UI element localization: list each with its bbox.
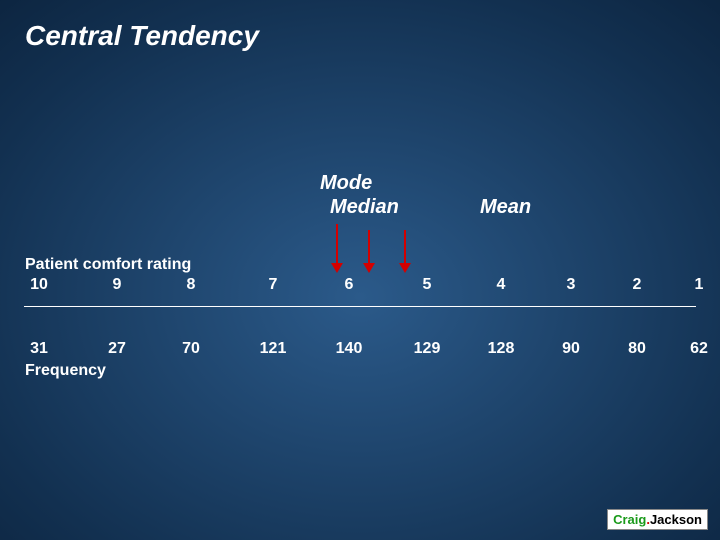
rating-cell: 3 bbox=[546, 276, 596, 294]
freq-cell: 27 bbox=[92, 340, 142, 358]
rating-cell: 6 bbox=[324, 276, 374, 294]
freq-cell: 70 bbox=[166, 340, 216, 358]
freq-cell: 140 bbox=[324, 340, 374, 358]
arrow-median-icon bbox=[368, 230, 370, 264]
freq-cell: 31 bbox=[14, 340, 64, 358]
rating-cell: 1 bbox=[674, 276, 720, 294]
author-logo: Craig.Jackson bbox=[607, 509, 708, 530]
rating-cell: 7 bbox=[248, 276, 298, 294]
frequency-label: Frequency bbox=[25, 362, 106, 380]
logo-part-craig: Craig bbox=[613, 512, 646, 527]
mode-label: Mode bbox=[320, 172, 372, 195]
median-label: Median bbox=[330, 196, 399, 219]
rating-cell: 9 bbox=[92, 276, 142, 294]
freq-cell: 128 bbox=[476, 340, 526, 358]
divider-line bbox=[24, 306, 696, 307]
freq-cell: 90 bbox=[546, 340, 596, 358]
rating-cell: 8 bbox=[166, 276, 216, 294]
freq-cell: 80 bbox=[612, 340, 662, 358]
ratings-row: 10 9 8 7 6 5 4 3 2 1 bbox=[0, 276, 720, 298]
logo-part-jackson: Jackson bbox=[650, 512, 702, 527]
freq-cell: 121 bbox=[248, 340, 298, 358]
freq-cell: 62 bbox=[674, 340, 720, 358]
rating-cell: 10 bbox=[14, 276, 64, 294]
rating-cell: 2 bbox=[612, 276, 662, 294]
arrow-mean-icon bbox=[404, 230, 406, 264]
frequency-row: 31 27 70 121 140 129 128 90 80 62 bbox=[0, 340, 720, 362]
slide-title: Central Tendency bbox=[25, 20, 259, 52]
rating-cell: 4 bbox=[476, 276, 526, 294]
rating-header: Patient comfort rating bbox=[25, 256, 191, 274]
mean-label: Mean bbox=[480, 196, 531, 219]
rating-cell: 5 bbox=[402, 276, 452, 294]
arrow-mode-icon bbox=[336, 224, 338, 264]
freq-cell: 129 bbox=[402, 340, 452, 358]
